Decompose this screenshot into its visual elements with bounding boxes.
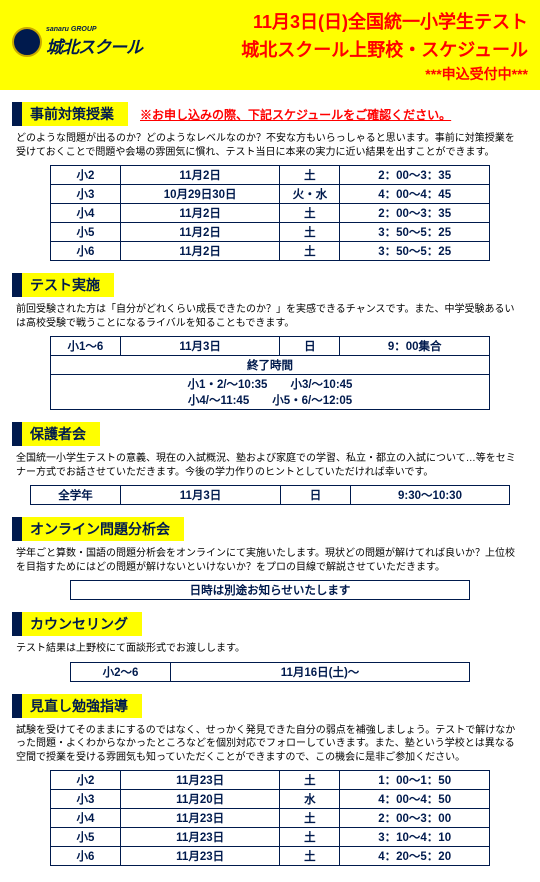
- section-desc: 前回受験された方は「自分がどれくらい成長できたのか？」を実感できるチャンスです。…: [16, 303, 524, 330]
- online-table: 日時は別途お知らせいたします: [70, 580, 470, 600]
- section-title: 事前対策授業: [12, 102, 128, 126]
- review-table: 小211月23日土1：00～1：50小311月20日水4：00～4：50小411…: [50, 770, 490, 866]
- section-desc: テスト結果は上野校にて面談形式でお渡しします。: [16, 642, 524, 656]
- parent-table: 全学年 11月3日 日 9:30～10:30: [30, 485, 510, 505]
- prep-table: 小211月2日土2：00～3：35小310月29日30日火・水4：00～4：45…: [50, 165, 490, 261]
- section-desc: どのような問題が出るのか？どのようなレベルなのか？不安な方もいらっしゃると思いま…: [16, 132, 524, 159]
- table-row: 小311月20日水4：00～4：50: [51, 790, 490, 809]
- table-row: 終了時間: [51, 356, 490, 375]
- test-table: 小1～6 11月3日 日 9：00集合 終了時間 小1・2/～10:35 小3/…: [50, 336, 490, 410]
- section-desc: 全国統一小学生テストの意義、現在の入試概況、塾および家庭での学習、私立・都立の入…: [16, 452, 524, 479]
- logo-title: 城北スクール: [46, 33, 142, 58]
- table-row: 小1～6 11月3日 日 9：00集合: [51, 337, 490, 356]
- header-title-1: 11月3日(日)全国統一小学生テスト: [241, 8, 528, 34]
- section-online: オンライン問題分析会 学年ごと算数・国語の問題分析会をオンラインにて実施いたしま…: [12, 517, 528, 600]
- table-row: 小511月2日土3：50～5：25: [51, 223, 490, 242]
- section-test: テスト実施 前回受験された方は「自分がどれくらい成長できたのか？」を実感できるチ…: [12, 273, 528, 410]
- section-title: カウンセリング: [12, 612, 142, 636]
- table-row: 小310月29日30日火・水4：00～4：45: [51, 185, 490, 204]
- logo: sanaru GROUP 城北スクール: [12, 26, 142, 58]
- table-row: 小611月23日土4：20～5：20: [51, 847, 490, 866]
- section-desc: 試験を受けてそのままにするのではなく、せっかく発見できた自分の弱点を補強しましょ…: [16, 724, 524, 765]
- section-note: ※お申し込みの際、下記スケジュールをご確認ください。: [140, 106, 451, 123]
- table-row: 日時は別途お知らせいたします: [71, 581, 470, 600]
- table-row: 小1・2/～10:35 小3/～10:45小4/～11:45 小5・6/～12:…: [51, 375, 490, 410]
- header-title-3: ***申込受付中***: [241, 64, 528, 84]
- header-banner: sanaru GROUP 城北スクール 11月3日(日)全国統一小学生テスト 城…: [0, 0, 540, 90]
- section-review: 見直し勉強指導 試験を受けてそのままにするのではなく、せっかく発見できた自分の弱…: [12, 694, 528, 867]
- logo-icon: [12, 27, 42, 57]
- section-prep: 事前対策授業 ※お申し込みの際、下記スケジュールをご確認ください。 どのような問…: [12, 102, 528, 261]
- table-row: 小2～6 11月16日(土)～: [71, 662, 470, 681]
- header-title-2: 城北スクール上野校・スケジュール: [241, 36, 528, 62]
- section-title: テスト実施: [12, 273, 114, 297]
- table-row: 小611月2日土3：50～5：25: [51, 242, 490, 261]
- logo-subtitle: sanaru GROUP: [46, 26, 142, 33]
- table-row: 全学年 11月3日 日 9:30～10:30: [31, 486, 510, 505]
- section-title: オンライン問題分析会: [12, 517, 184, 541]
- table-row: 小511月23日土3：10～4：10: [51, 828, 490, 847]
- section-title: 見直し勉強指導: [12, 694, 142, 718]
- table-row: 小211月23日土1：00～1：50: [51, 771, 490, 790]
- section-counseling: カウンセリング テスト結果は上野校にて面談形式でお渡しします。 小2～6 11月…: [12, 612, 528, 682]
- section-parent: 保護者会 全国統一小学生テストの意義、現在の入試概況、塾および家庭での学習、私立…: [12, 422, 528, 505]
- section-title: 保護者会: [12, 422, 100, 446]
- section-desc: 学年ごと算数・国語の問題分析会をオンラインにて実施いたします。現状どの問題が解け…: [16, 547, 524, 574]
- counseling-table: 小2～6 11月16日(土)～: [70, 662, 470, 682]
- table-row: 小411月23日土2：00～3：00: [51, 809, 490, 828]
- table-row: 小211月2日土2：00～3：35: [51, 166, 490, 185]
- table-row: 小411月2日土2：00～3：35: [51, 204, 490, 223]
